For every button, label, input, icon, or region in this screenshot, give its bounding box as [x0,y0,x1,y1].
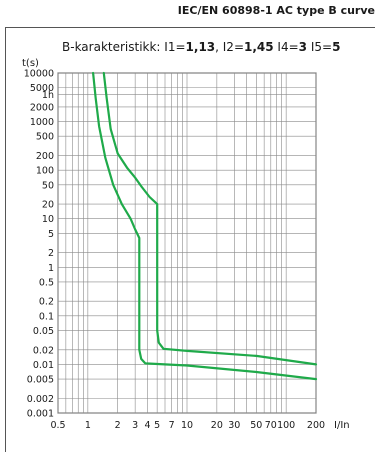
y-tick-label: 0.005 [27,375,54,386]
y-tick-label: 2000 [30,102,54,113]
x-tick-label: 4 [145,420,151,431]
x-tick-label: 7 [169,420,175,431]
page-header: IEC/EN 60898-1 AC type B curve [0,0,379,22]
x-tick-label: 10 [181,420,193,431]
chart-title-part: 1,13 [185,40,216,54]
x-tick-label: 2 [115,420,121,431]
y-tick-label: 2 [48,248,54,259]
series-line-1 [91,71,318,381]
x-tick-labels: 0.5 1 2 3 4 5 7 10 20 30 50 70 100 200 [50,420,325,431]
chart-title-part: 5 [332,40,341,54]
y-tick-label: 1 [48,263,54,274]
x-tick-label: 0.5 [50,420,65,431]
y-tick-label: 0.05 [33,326,54,337]
x-tick-label: 30 [228,420,240,431]
y-tick-label: 10000 [24,69,54,80]
series-group [91,71,318,381]
x-tick-label: 70 [265,420,277,431]
chart-title-part: 3 [298,40,308,54]
chart-frame [5,27,375,452]
chart-title-part: , I2= [215,40,244,54]
x-tick-label: 200 [307,420,325,431]
series-line-2 [102,71,318,366]
x-tick-label: 5 [154,420,160,431]
y-tick-label: 10 [42,214,54,225]
y-tick-label: 0.1 [39,311,54,322]
x-tick-label: 3 [132,420,138,431]
y-tick-label: 5 [48,229,54,240]
chart-title-part: B-karakteristikk: I1= [62,40,186,54]
y-tick-label: 0.002 [27,394,54,405]
y-tick-label: 0.5 [39,277,54,288]
x-tick-label: 100 [277,420,295,431]
y-tick-label: 200 [36,151,54,162]
y-tick-label: 20 [42,200,54,211]
y-tick-label: 1000 [30,117,54,128]
chart-title-part: I4= [273,40,299,54]
y-tick-label: 5000 [30,83,54,94]
grid [57,72,317,414]
chart-title: B-karakteristikk: I1=1,13, I2=1,45 I4=3 … [62,40,340,54]
x-tick-label: 50 [250,420,262,431]
chart-title-part: 1,45 [244,40,274,54]
x-tick-label: 1 [85,420,91,431]
y-tick-label: 0.2 [39,297,54,308]
y-tick-label: 0.02 [33,345,54,356]
y-tick-label: 50 [42,180,54,191]
x-axis-label: I/In [334,420,350,431]
x-tick-label: 20 [211,420,223,431]
y-axis-label: t(s) [22,58,39,69]
y-tick-label: 500 [36,132,54,143]
page-title: IEC/EN 60898-1 AC type B curve [177,4,375,17]
y-tick-label: 100 [36,166,54,177]
y-tick-label: 1h [42,90,54,101]
chart-title-part: I5= [307,40,333,54]
y-tick-label: 0.01 [33,360,54,371]
y-tick-label: 0.001 [27,409,54,420]
